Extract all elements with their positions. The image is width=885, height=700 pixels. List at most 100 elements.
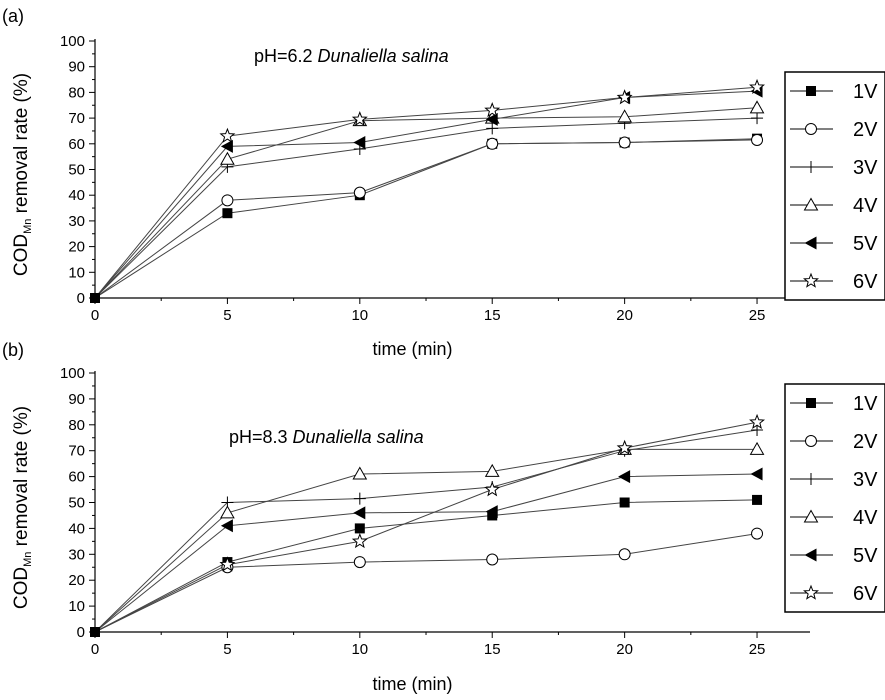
panel-b-series-line-3V bbox=[94, 429, 758, 633]
panel-b-xtick-label: 15 bbox=[484, 641, 501, 658]
panel-b-xtick-label: 25 bbox=[749, 641, 766, 658]
panel-b-point-1V bbox=[619, 497, 630, 508]
panel-a-point-2V bbox=[751, 133, 764, 146]
panel-a-legend-label-2V: 2V bbox=[853, 119, 878, 141]
panel-a-series-line-2V bbox=[94, 139, 758, 299]
panel-a-point-4V bbox=[617, 109, 632, 123]
panel-a-point-3V bbox=[486, 122, 499, 135]
panel-b-xtick-label: 5 bbox=[223, 641, 231, 658]
panel-a-ytick-label: 20 bbox=[68, 239, 85, 256]
panel-b-point-6V bbox=[484, 481, 501, 497]
panel-b-point-4V bbox=[749, 441, 765, 455]
panel-a-point-5V bbox=[485, 112, 498, 126]
panel-a-series-line-4V bbox=[94, 107, 758, 299]
panel-b-series-line-6V bbox=[94, 421, 758, 633]
panel-a-ytick-label: 80 bbox=[68, 84, 85, 101]
panel-a-point-6V bbox=[749, 78, 766, 95]
panel-b-xtick-label: 20 bbox=[616, 641, 633, 658]
panel-b-xtick-label: 0 bbox=[91, 641, 99, 658]
panel-b-legend-label-1V: 1V bbox=[853, 393, 878, 415]
panel-a-series-line-1V bbox=[94, 138, 758, 299]
panel-a-legend bbox=[784, 71, 885, 301]
panel-a-xtick-label: 25 bbox=[749, 307, 766, 324]
panel-b-legend-label-2V: 2V bbox=[853, 431, 878, 453]
panel-a-ytick-label: 0 bbox=[77, 290, 85, 307]
panel-a-xtick-label: 5 bbox=[223, 307, 231, 324]
panel-b-ytick-label: 0 bbox=[77, 624, 85, 641]
panel-b-y-title: CODMn removal rate (%) bbox=[11, 406, 34, 609]
panel-b-label: (b) bbox=[2, 340, 24, 360]
panel-a-legend-marker-1V bbox=[806, 86, 816, 96]
panel-a-point-2V bbox=[353, 186, 366, 199]
panel-b-point-5V bbox=[485, 505, 498, 519]
panel-b-point-6V bbox=[749, 413, 766, 429]
panel-b-ytick-label: 90 bbox=[68, 391, 85, 408]
panel-b-point-6V bbox=[219, 556, 236, 572]
panel-b-point-4V bbox=[484, 463, 500, 477]
panel-b-ytick-label: 30 bbox=[68, 546, 85, 563]
panel-b-point-1V bbox=[487, 510, 498, 521]
panel-b-series-line-4V bbox=[94, 448, 757, 633]
panel-a-legend-label-4V: 4V bbox=[853, 195, 878, 217]
panel-b-legend-marker-6V bbox=[803, 584, 819, 600]
panel-b-x-title: time (min) bbox=[373, 674, 453, 694]
panel-b-point-6V bbox=[351, 532, 368, 549]
panel-b-legend-label-3V: 3V bbox=[853, 469, 878, 491]
panel-a-ytick-label: 50 bbox=[68, 162, 85, 179]
panel-b-point-3V bbox=[353, 492, 366, 505]
panel-a-point-2V bbox=[486, 137, 499, 150]
panel-a-point-4V bbox=[220, 151, 235, 165]
panel-b-point-5V bbox=[618, 470, 631, 484]
panel-a-legend-marker-2V bbox=[805, 123, 817, 135]
panel-a-legend-marker-5V bbox=[804, 236, 817, 250]
panel-a-legend-marker-6V bbox=[803, 272, 819, 288]
panel-b-series-line-5V bbox=[94, 473, 758, 633]
panel-a-point-2V bbox=[618, 136, 631, 149]
panel-b-point-2V bbox=[486, 553, 499, 566]
panel-b-ytick-label: 50 bbox=[68, 495, 85, 512]
panel-a-series-line-3V bbox=[94, 117, 758, 299]
panel-b-ytick-label: 40 bbox=[68, 520, 85, 537]
panel-a-ytick-label: 10 bbox=[68, 264, 85, 281]
panel-a-origin-point bbox=[90, 293, 100, 303]
panel-a-y-title: CODMn removal rate (%) bbox=[11, 73, 34, 276]
panel-b: (b) 0 10 20 30 40 50 60 70 80 90 100 0 5 10 15 20 25 time … bbox=[2, 340, 885, 694]
panel-a-series-line-6V bbox=[94, 86, 758, 299]
panel-a-ytick-label: 60 bbox=[68, 136, 85, 153]
panel-b-ytick-label: 100 bbox=[60, 365, 85, 382]
panel-b-ytick-label: 20 bbox=[68, 572, 85, 589]
panel-a-ytick-label: 70 bbox=[68, 110, 85, 127]
panel-b-legend-marker-4V bbox=[803, 509, 819, 523]
panel-a-point-6V bbox=[484, 102, 501, 118]
panel-a-point-6V bbox=[616, 89, 633, 105]
panel-b-series-line-1V bbox=[94, 499, 758, 633]
panel-a-point-3V bbox=[751, 112, 764, 125]
panel-b-series-line-2V bbox=[94, 533, 758, 633]
panel-b-point-2V bbox=[751, 527, 764, 540]
panel-a-series-line-5V bbox=[94, 90, 758, 299]
panel-a-legend-marker-3V bbox=[805, 161, 817, 173]
panel-b-point-2V bbox=[353, 556, 366, 569]
panel-a-point-1V bbox=[222, 208, 233, 219]
panel-a-point-6V bbox=[351, 111, 368, 127]
panel-b-ytick-label: 70 bbox=[68, 443, 85, 460]
panel-b-point-4V bbox=[352, 466, 368, 480]
panel-b-point-1V bbox=[752, 494, 763, 505]
panel-a-point-5V bbox=[353, 136, 366, 150]
panel-b-ytick-label: 60 bbox=[68, 469, 85, 486]
panel-b-legend-marker-5V bbox=[804, 548, 817, 562]
panel-b-legend bbox=[784, 383, 885, 613]
panel-a-legend-marker-4V bbox=[803, 197, 819, 211]
panel-a-label: (a) bbox=[2, 6, 24, 26]
panel-a-xtick-label: 15 bbox=[484, 307, 501, 324]
panel-b-legend-marker-2V bbox=[805, 435, 817, 447]
panel-b-point-1V bbox=[354, 523, 365, 534]
panel-b-legend-label-4V: 4V bbox=[853, 507, 878, 529]
panel-a-legend-label-3V: 3V bbox=[853, 157, 878, 179]
panel-b-legend-label-5V: 5V bbox=[853, 545, 878, 567]
panel-a-ytick-label: 30 bbox=[68, 213, 85, 230]
panel-a: (a) 0 10 20 30 40 50 60 70 80 90 100 0 5 10 15 20 25 time … bbox=[2, 6, 885, 359]
panel-a-xtick-label: 20 bbox=[616, 307, 633, 324]
panel-b-legend-marker-1V bbox=[806, 398, 816, 408]
panel-b-legend-marker-3V bbox=[805, 473, 817, 485]
